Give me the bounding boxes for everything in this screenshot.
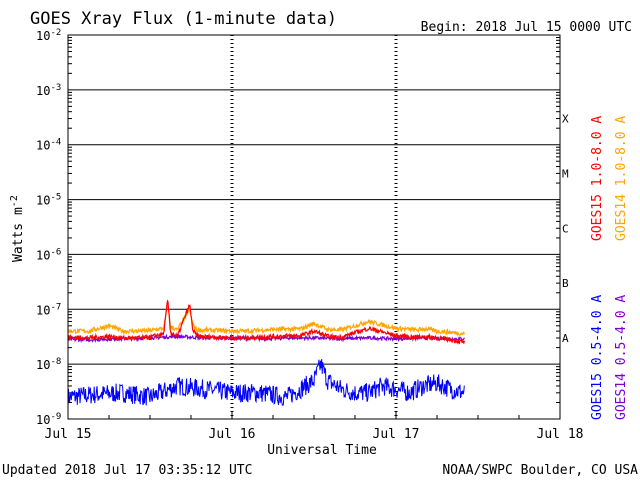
y-tick-label: 10-4 (36, 138, 61, 153)
y-tick-label: 10-2 (36, 28, 61, 43)
flare-class-label: B (562, 277, 569, 290)
chart-title: GOES Xray Flux (1-minute data) (30, 9, 337, 29)
plot-frame (67, 34, 561, 420)
flare-class-labels: X M C B A (562, 113, 569, 345)
flare-class-label: A (562, 332, 569, 345)
series-line (67, 303, 465, 337)
y-tick-label: 10-6 (36, 247, 61, 262)
y-tick-label: 10-3 (36, 83, 61, 98)
x-tick-labels: Jul 15 Jul 16 Jul 17 Jul 18 (45, 427, 584, 442)
x-tick-label: Jul 15 (45, 427, 92, 442)
flare-class-label: X (562, 113, 569, 126)
begin-timestamp: Begin: 2018 Jul 15 0000 UTC (421, 20, 632, 35)
y-tick-label: 10-9 (36, 412, 61, 427)
credit-label: NOAA/SWPC Boulder, CO USA (442, 463, 638, 478)
legend-label: GOES15 0.5-4.0 A (590, 295, 605, 420)
legend-label: GOES14 0.5-4.0 A (614, 295, 629, 420)
decade-gridlines (68, 89, 560, 365)
series-line (67, 299, 465, 345)
flare-class-label: C (562, 222, 569, 235)
axis-ticks (67, 35, 561, 419)
legend: GOES15 1.0-8.0 A GOES14 1.0-8.0 A GOES15 0… (590, 116, 629, 420)
y-tick-label: 10-8 (36, 357, 61, 372)
series-line (67, 359, 465, 407)
y-tick-label: 10-5 (36, 193, 61, 208)
x-tick-label: Jul 18 (537, 427, 584, 442)
y-axis-label: Watts m-2 (9, 195, 26, 262)
updated-timestamp: Updated 2018 Jul 17 03:35:12 UTC (2, 463, 252, 478)
y-tick-labels: 10-2 10-3 10-4 10-5 10-6 10-7 10-8 10-9 (36, 28, 61, 427)
x-tick-label: Jul 16 (209, 427, 256, 442)
legend-label: GOES15 1.0-8.0 A (590, 116, 605, 241)
x-axis-label: Universal Time (267, 443, 377, 458)
data-series (67, 299, 465, 407)
legend-label: GOES14 1.0-8.0 A (614, 116, 629, 241)
x-tick-label: Jul 17 (373, 427, 420, 442)
y-tick-label: 10-7 (36, 302, 61, 317)
flare-class-label: M (562, 167, 569, 180)
